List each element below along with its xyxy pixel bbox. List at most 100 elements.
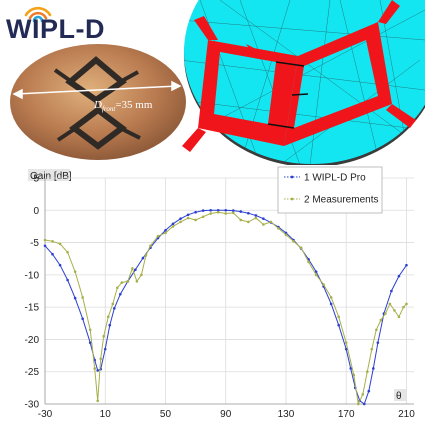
antenna-photo: Dfront=35 mm: [10, 44, 186, 160]
data-point: [314, 273, 318, 277]
data-point: [131, 267, 134, 270]
data-point: [141, 256, 145, 260]
antenna-traces: [53, 56, 141, 150]
data-point: [307, 260, 310, 264]
data-point: [372, 367, 375, 370]
data-point: [120, 281, 124, 284]
data-point: [224, 212, 228, 215]
data-point: [239, 210, 243, 213]
x-tick-label: 10: [100, 409, 112, 420]
data-point: [239, 218, 243, 222]
x-tick-label: 130: [278, 409, 295, 420]
x-tick-label: 210: [398, 409, 415, 420]
x-tick-label: 50: [160, 409, 172, 420]
data-point: [375, 328, 378, 332]
data-point: [209, 212, 212, 215]
dim-label-main: D: [93, 99, 102, 111]
data-point: [149, 244, 152, 248]
data-point: [51, 239, 54, 243]
data-point: [88, 328, 92, 332]
data-point: [322, 283, 325, 286]
y-tick-label: -20: [25, 335, 40, 346]
y-tick-label: -5: [30, 238, 39, 249]
data-point: [111, 302, 115, 306]
data-point: [384, 312, 387, 315]
data-point: [99, 357, 103, 361]
data-point: [126, 280, 130, 283]
data-point: [43, 244, 47, 248]
data-point: [352, 373, 356, 377]
series-line-2: [44, 211, 407, 406]
data-point: [356, 402, 360, 406]
data-point: [164, 231, 167, 235]
model-disc: [184, 0, 425, 164]
data-point: [397, 315, 401, 319]
data-point: [405, 302, 408, 306]
data-point: [194, 218, 197, 222]
data-point: [254, 216, 258, 220]
data-point: [58, 242, 62, 246]
series-points-1: [43, 208, 408, 406]
data-point: [337, 323, 340, 327]
data-point: [88, 341, 92, 344]
x-tick-label: -30: [38, 409, 53, 420]
logo-text: WIPL-D: [6, 14, 105, 44]
data-point: [262, 217, 265, 220]
data-point: [284, 231, 288, 235]
data-point: [106, 315, 110, 319]
center-feed-lines: [267, 61, 309, 129]
gain-chart: Gain [dB] 50-5-10-15-20-25-30-30 10 50 90 13…: [25, 166, 415, 420]
data-point: [216, 208, 220, 212]
data-point: [344, 341, 348, 344]
data-point: [108, 323, 112, 327]
data-point: [299, 246, 303, 250]
data-point: [96, 399, 100, 403]
data-point: [247, 220, 250, 224]
data-point: [292, 239, 295, 243]
data-point: [93, 367, 97, 370]
data-point: [314, 270, 318, 273]
wifi-icon: [24, 6, 52, 23]
y-tick-label: -25: [25, 367, 40, 378]
legend-marker-1: [290, 175, 294, 179]
data-point: [58, 263, 62, 267]
wipl-d-logo: [24, 6, 52, 23]
data-point: [370, 347, 374, 351]
legend-label-2: 2 Measurements: [304, 195, 378, 206]
data-point: [119, 292, 122, 296]
x-tick-label: 170: [338, 409, 355, 420]
data-point: [186, 216, 190, 220]
data-point: [73, 270, 77, 273]
data-point: [329, 302, 333, 306]
data-point: [81, 317, 84, 321]
data-point: [337, 315, 340, 319]
data-point: [344, 347, 348, 351]
data-point: [379, 318, 383, 322]
dimension-arrow: [12, 80, 182, 100]
data-point: [284, 233, 288, 237]
legend: 1 WIPL-D Pro 2 Measurements: [277, 166, 383, 214]
y-tick-label: -15: [25, 303, 40, 314]
data-point: [201, 215, 205, 219]
data-point: [231, 209, 235, 212]
data-point: [393, 309, 396, 312]
data-point: [361, 393, 365, 396]
data-point: [402, 305, 405, 309]
data-point: [51, 252, 54, 256]
data-point: [405, 263, 408, 267]
data-point: [201, 209, 205, 212]
dim-label-sub: front: [102, 105, 116, 113]
x-axis-label: θ: [396, 391, 402, 402]
data-point: [367, 389, 371, 393]
red-trace-shape: [182, 0, 416, 152]
series-points-2: [43, 210, 408, 406]
y-tick-label: 5: [33, 174, 39, 185]
data-point: [115, 286, 119, 290]
dim-label-value: =35 mm: [115, 99, 153, 111]
y-tick-label: -10: [25, 270, 40, 281]
data-point: [96, 369, 100, 372]
svg-text:Dfront=35 mm: Dfront=35 mm: [93, 99, 153, 113]
legend-marker-2: [290, 197, 294, 201]
data-point: [254, 214, 258, 217]
y-axis-label: Gain [dB]: [30, 171, 72, 182]
